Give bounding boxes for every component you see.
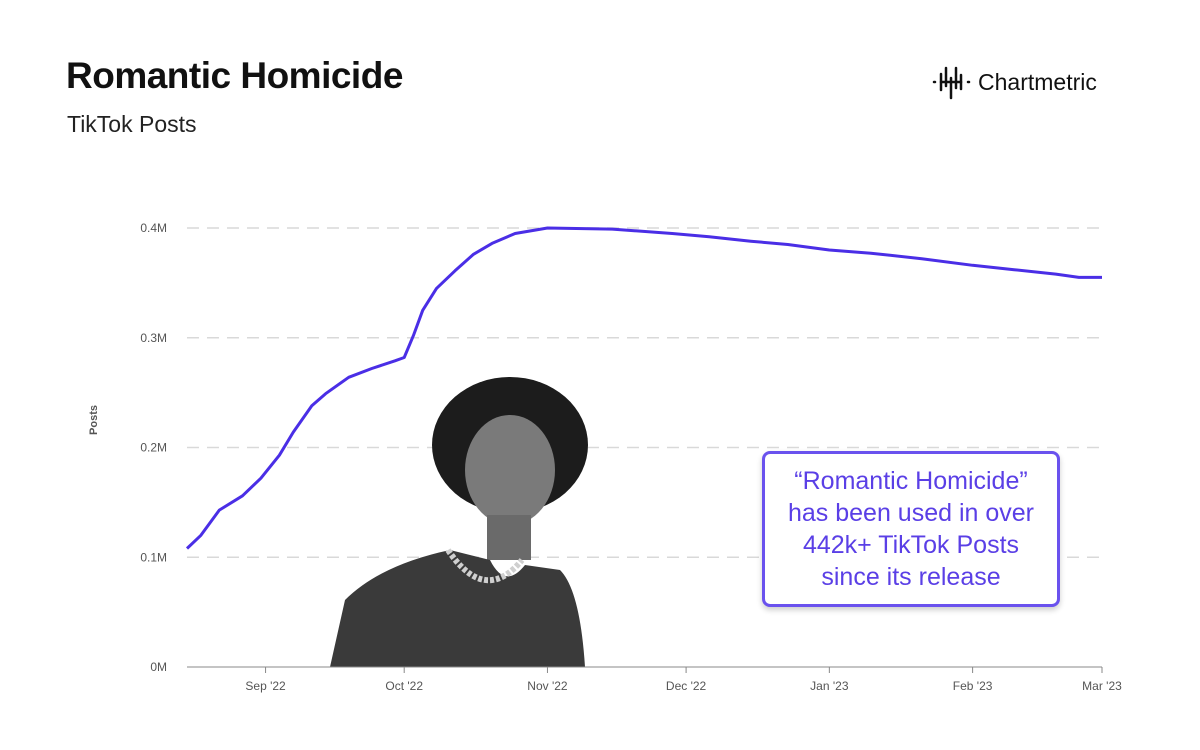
y-tick-label: 0.1M [140, 550, 167, 564]
waveform-logo-icon [932, 66, 971, 100]
x-tick-label: Oct '22 [385, 679, 423, 693]
x-tick-label: Mar '23 [1082, 679, 1122, 693]
brand-name: Chartmetric [978, 68, 1097, 95]
x-tick-label: Feb '23 [953, 679, 993, 693]
x-tick-label: Nov '22 [527, 679, 568, 693]
y-tick-label: 0.2M [140, 441, 167, 455]
series-line [185, 226, 1102, 550]
y-tick-label: 0.3M [140, 331, 167, 345]
artist-photo [330, 377, 588, 667]
y-tick-label: 0.4M [140, 221, 167, 235]
x-tick-label: Jan '23 [810, 679, 849, 693]
y-axis-label: Posts [88, 405, 100, 435]
annotation-text: “Romantic Homicide” has been used in ove… [787, 467, 1034, 591]
chart-subtitle: TikTok Posts [67, 111, 197, 137]
x-tick-label: Sep '22 [245, 679, 286, 693]
y-tick-label: 0M [150, 660, 167, 674]
x-tick-label: Dec '22 [666, 679, 707, 693]
chart-title: Romantic Homicide [66, 55, 403, 96]
annotation-box: “Romantic Homicide” has been used in ove… [762, 451, 1060, 607]
brand-logo: Chartmetric [932, 62, 1097, 102]
